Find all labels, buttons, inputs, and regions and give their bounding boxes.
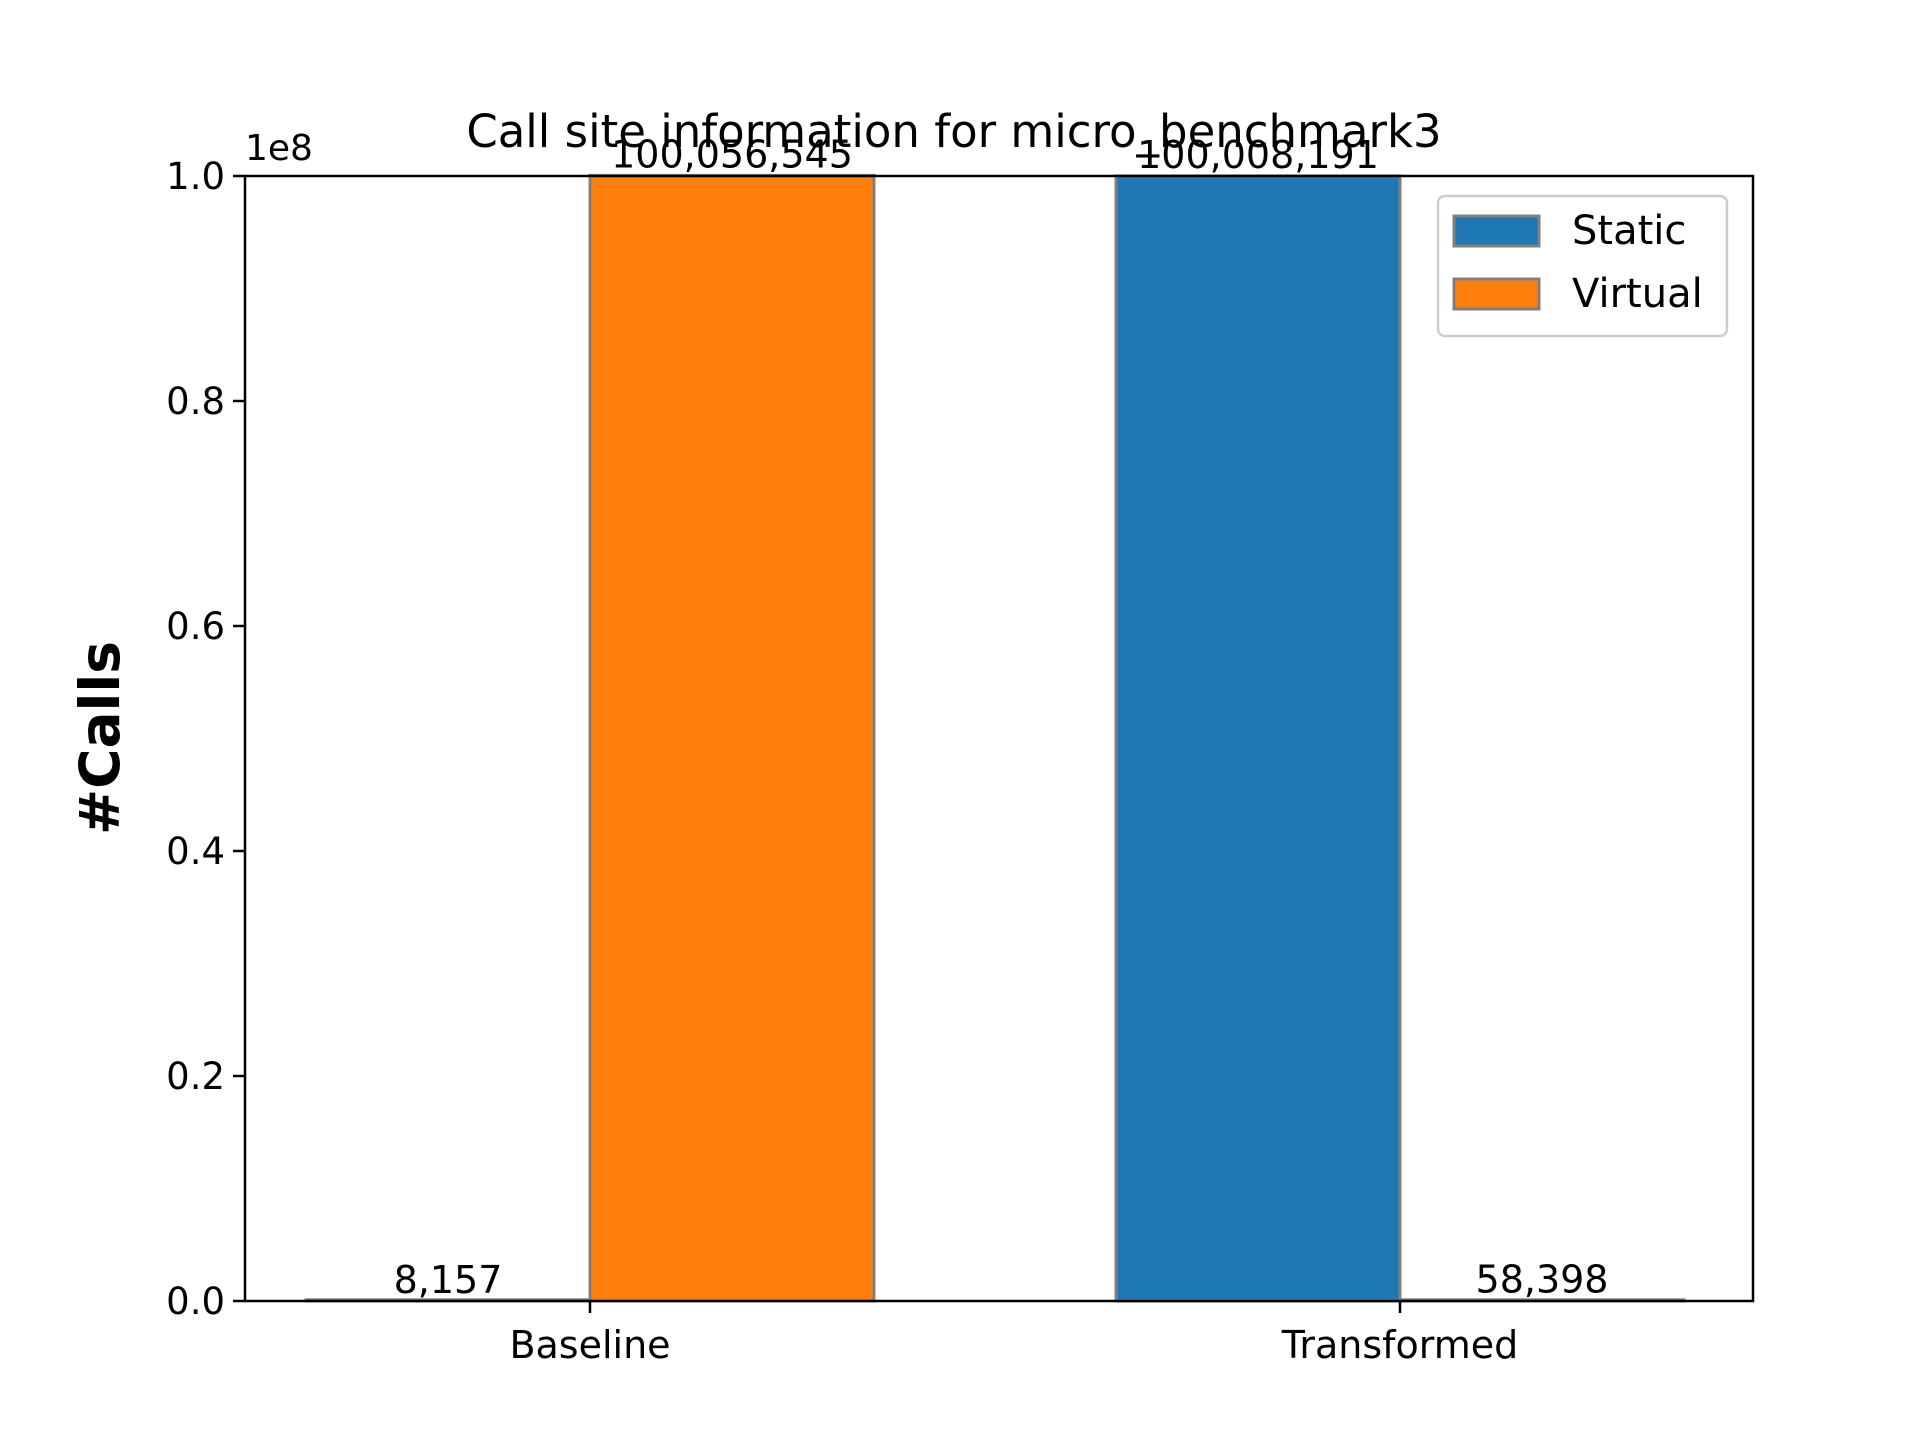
y-tick-label: 1.0 [166,155,225,198]
y-tick-label: 0.4 [166,830,225,873]
data-label-virtual-baseline: 100,056,545 [611,132,853,176]
chart-title: Call site information for micro_benchmar… [466,105,1441,158]
x-tick-label-baseline: Baseline [509,1323,670,1367]
data-label-static-baseline: 8,157 [394,1258,503,1302]
bar-static-transformed [1114,174,1402,1303]
y-axis-label: #Calls [68,641,132,835]
legend-swatch-virtual [1452,277,1541,311]
legend-label-virtual: Virtual [1572,271,1703,317]
y-axis-offset-label: 1e8 [245,128,313,169]
plot-area: 8,157 100,008,191 100,056,545 58,398 0.0 0.2 0… [166,132,1755,1367]
bar-virtual-baseline [588,173,876,1303]
data-label-virtual-transformed: 58,398 [1476,1257,1609,1301]
y-tick-label: 0.8 [166,380,225,423]
data-label-static-transformed: 100,008,191 [1137,133,1379,177]
legend-label-static: Static [1572,208,1686,254]
y-tick-label: 0.0 [166,1280,225,1323]
legend-swatch-static [1452,214,1541,248]
axes-frame [243,174,1755,1303]
y-tick-label: 0.2 [166,1055,225,1098]
y-tick-label: 0.6 [166,605,225,648]
legend: Static Virtual [1436,194,1729,338]
x-tick-label-transformed: Transformed [1281,1323,1519,1367]
